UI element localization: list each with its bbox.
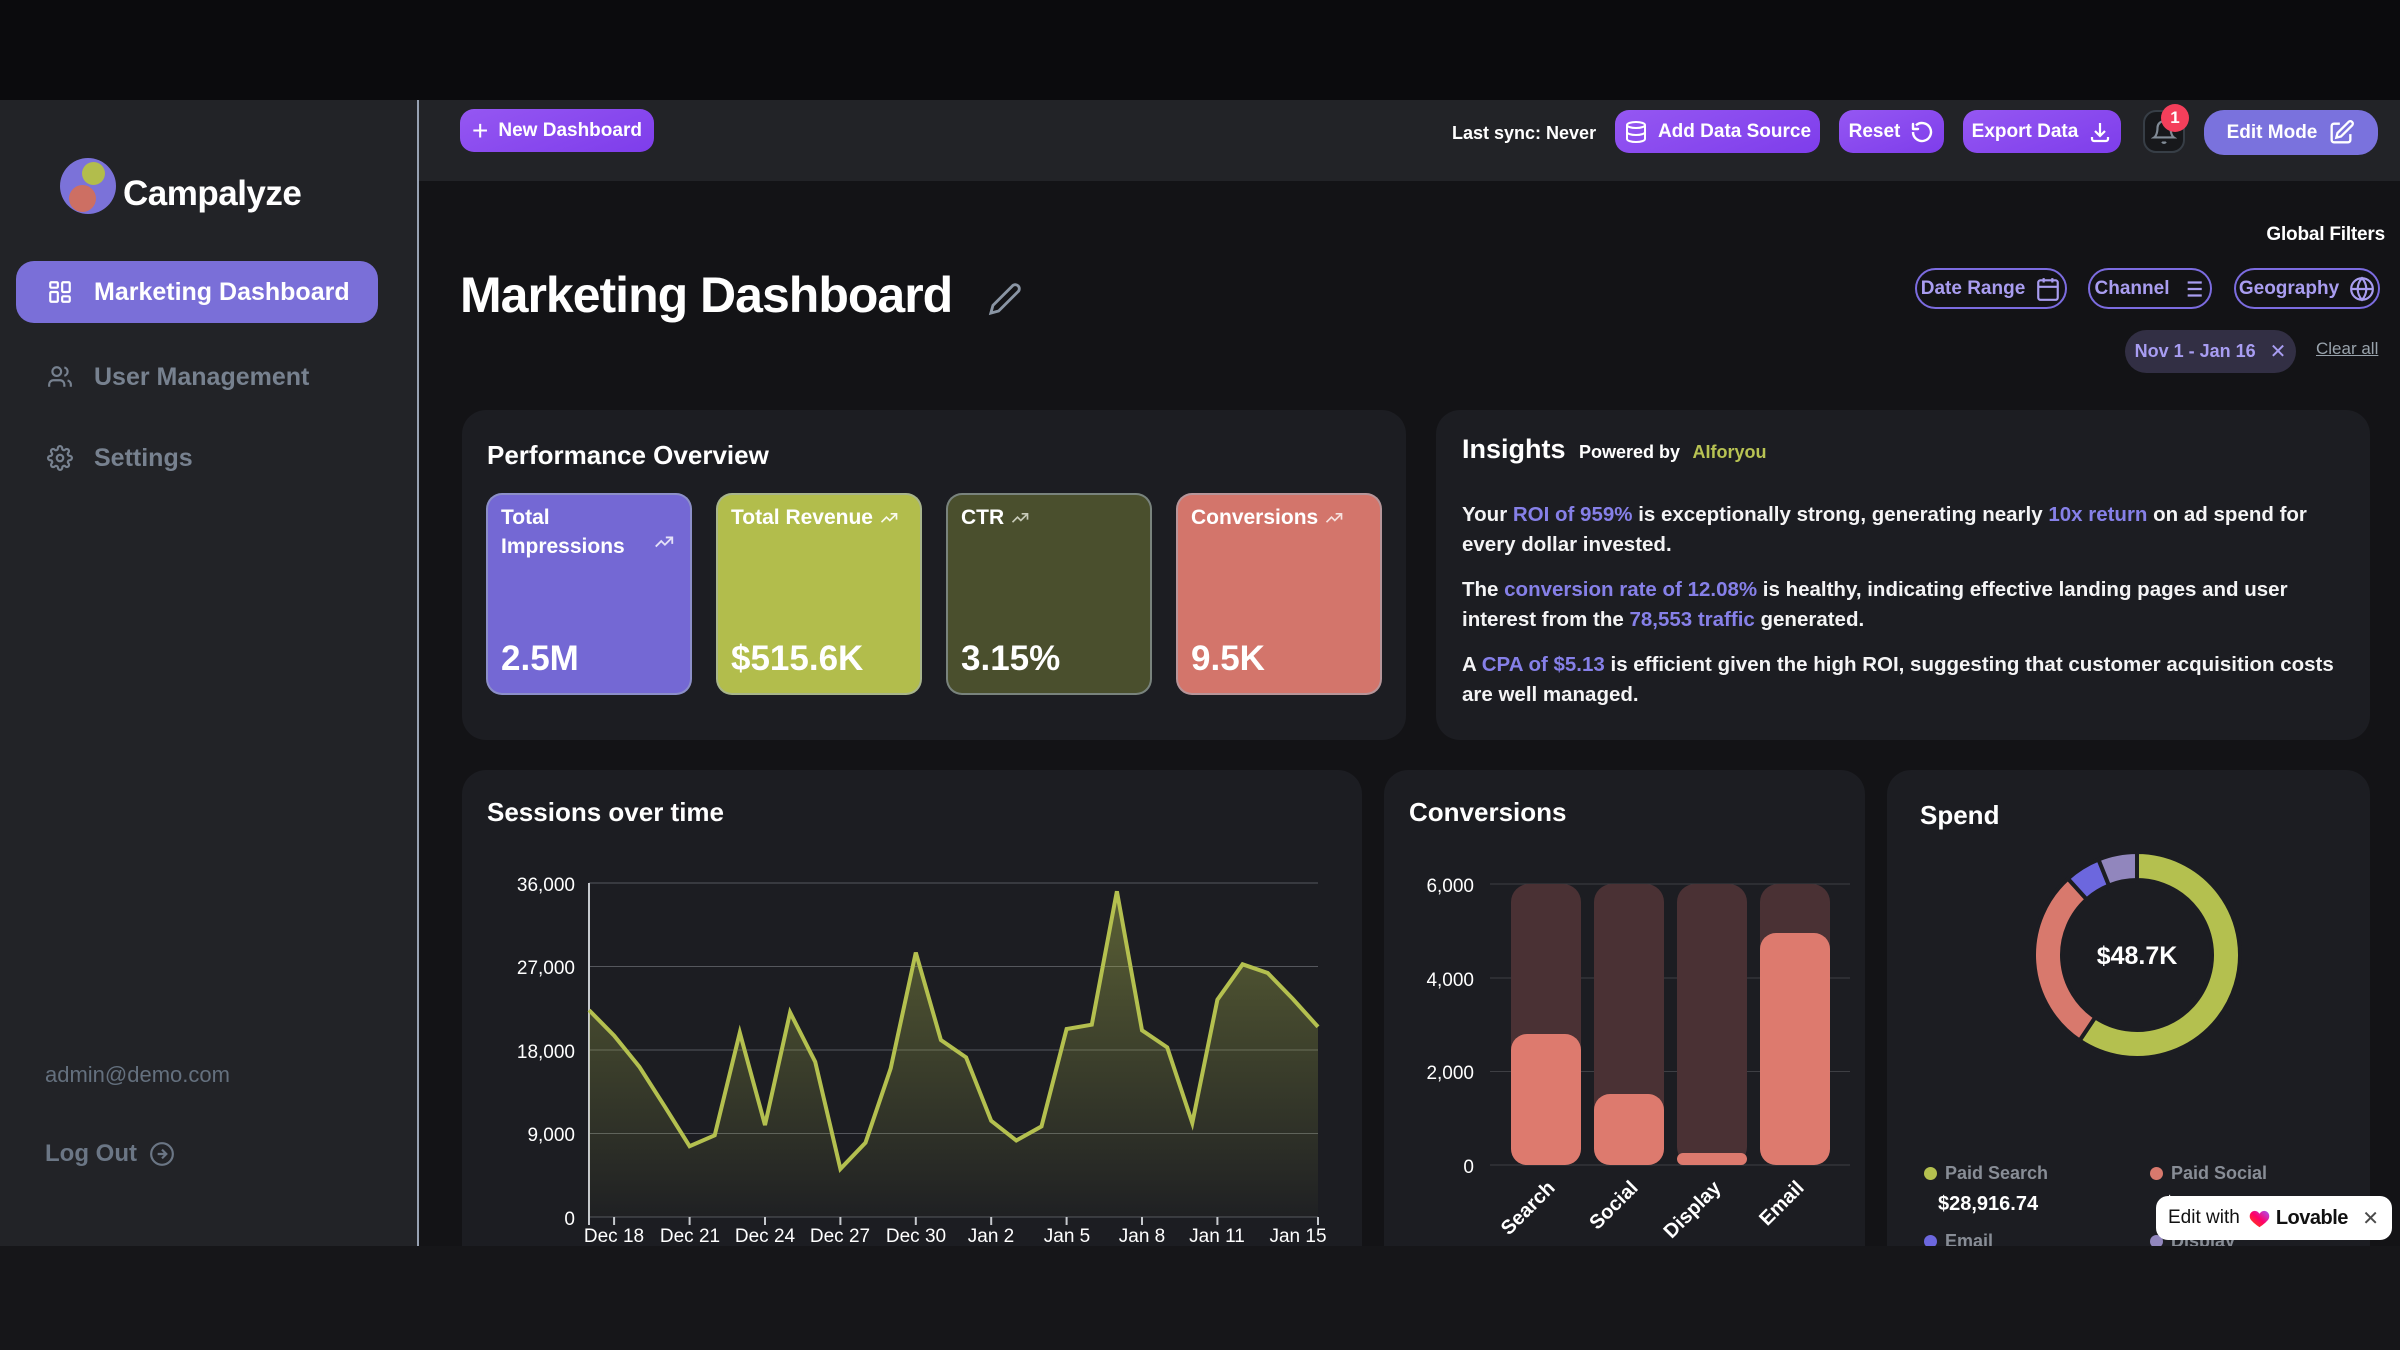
svg-text:Email: Email [1755, 1177, 1808, 1230]
svg-text:Display: Display [1660, 1176, 1726, 1242]
svg-text:Jan 8: Jan 8 [1119, 1226, 1165, 1247]
svg-text:Dec 21: Dec 21 [660, 1226, 720, 1247]
svg-text:$48.7K: $48.7K [2097, 942, 2178, 970]
svg-text:Dec 18: Dec 18 [584, 1226, 644, 1247]
svg-text:0: 0 [564, 1209, 575, 1230]
svg-text:Dec 30: Dec 30 [886, 1226, 946, 1247]
svg-text:Social: Social [1585, 1177, 1642, 1234]
svg-text:Dec 27: Dec 27 [810, 1226, 870, 1247]
svg-text:Jan 15: Jan 15 [1269, 1226, 1326, 1247]
svg-text:Jan 5: Jan 5 [1044, 1226, 1090, 1247]
svg-text:Jan 2: Jan 2 [968, 1226, 1014, 1247]
svg-text:9,000: 9,000 [527, 1125, 575, 1146]
svg-text:Dec 24: Dec 24 [735, 1226, 796, 1247]
svg-text:0: 0 [1463, 1157, 1474, 1178]
svg-text:2,000: 2,000 [1426, 1063, 1474, 1084]
svg-text:27,000: 27,000 [517, 958, 575, 979]
svg-text:Jan 11: Jan 11 [1189, 1226, 1245, 1247]
svg-text:4,000: 4,000 [1426, 970, 1474, 991]
svg-text:18,000: 18,000 [517, 1042, 575, 1063]
svg-text:Search: Search [1497, 1177, 1560, 1240]
svg-text:6,000: 6,000 [1426, 876, 1474, 897]
svg-text:36,000: 36,000 [517, 875, 575, 896]
